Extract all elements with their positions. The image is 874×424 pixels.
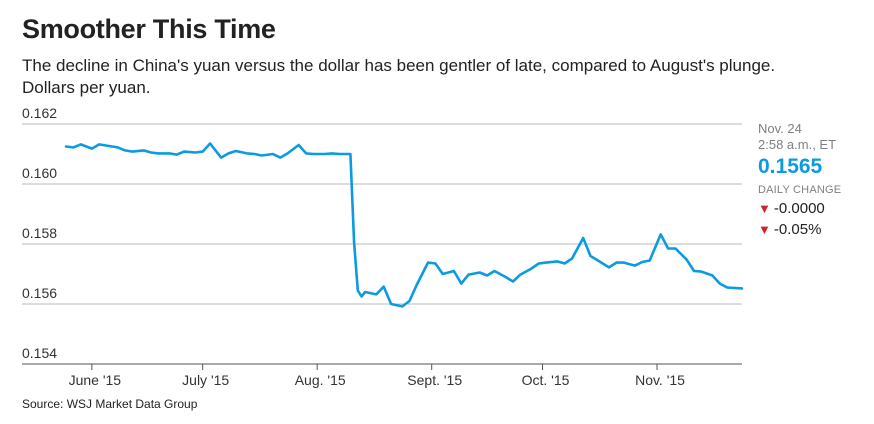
quote-time: 2:58 a.m., ET (758, 137, 837, 152)
down-triangle-icon: ▼ (758, 222, 771, 237)
quote-date: Nov. 24 (758, 121, 802, 136)
x-tick-label: July '15 (182, 372, 229, 388)
chart-subtitle: The decline in China's yuan versus the d… (22, 55, 852, 99)
daily-change-absolute: ▼ -0.0000 (758, 198, 868, 219)
daily-change-absolute-value: -0.0000 (773, 200, 825, 217)
y-tick-label: 0.156 (22, 285, 57, 301)
quote-value: 0.1565 (758, 155, 823, 178)
daily-change-percent: ▼ -0.05% (758, 219, 868, 240)
gridlines (22, 123, 742, 305)
subtitle-line-1: The decline in China's yuan versus the d… (22, 56, 776, 75)
source-note: Source: WSJ Market Data Group (22, 397, 198, 411)
x-tick-label: Sept. '15 (407, 372, 462, 388)
subtitle-line-2: Dollars per yuan. (22, 78, 151, 97)
y-axis-ticks: 0.162 0.160 0.158 0.156 0.154 (22, 105, 57, 361)
x-tick-label: Aug. '15 (295, 372, 346, 388)
x-tick-label: Oct. '15 (522, 372, 570, 388)
chart-title: Smoother This Time (22, 14, 276, 44)
latest-quote-panel: Nov. 24 2:58 a.m., ET 0.1565 DAILY CHANG… (758, 121, 868, 240)
y-tick-label: 0.158 (22, 225, 57, 241)
x-tick-label: Nov. '15 (635, 372, 685, 388)
x-axis: June '15 July '15 Aug. '15 Sept. '15 Oct. '1… (22, 363, 742, 388)
daily-change-label: DAILY CHANGE (758, 184, 842, 196)
series-line-yuan (64, 142, 744, 308)
series-layer (64, 142, 744, 308)
y-tick-label: 0.160 (22, 165, 57, 181)
x-tick-label: June '15 (69, 372, 122, 388)
y-tick-label: 0.162 (22, 105, 57, 121)
daily-change-percent-value: -0.05% (773, 221, 822, 238)
y-tick-label: 0.154 (22, 345, 57, 361)
down-triangle-icon: ▼ (758, 201, 771, 216)
